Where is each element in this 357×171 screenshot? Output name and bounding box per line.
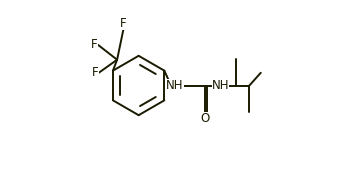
Text: F: F bbox=[91, 38, 98, 51]
Text: NH: NH bbox=[166, 79, 183, 92]
Text: O: O bbox=[201, 112, 210, 125]
Text: NH: NH bbox=[212, 79, 229, 92]
Text: F: F bbox=[120, 17, 127, 30]
Text: F: F bbox=[92, 66, 99, 79]
